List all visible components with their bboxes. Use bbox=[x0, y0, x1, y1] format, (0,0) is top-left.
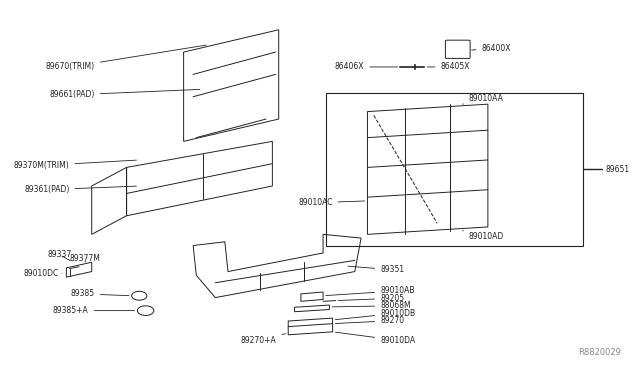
Text: 89361(PAD): 89361(PAD) bbox=[24, 185, 136, 194]
Text: 89010DB: 89010DB bbox=[335, 309, 415, 320]
Text: 89337: 89337 bbox=[47, 250, 72, 260]
Text: 89270+A: 89270+A bbox=[241, 334, 285, 345]
Text: 86405X: 86405X bbox=[428, 62, 470, 71]
Text: 89377M: 89377M bbox=[70, 254, 100, 263]
Text: R8820029: R8820029 bbox=[578, 348, 621, 357]
Text: 89010AC: 89010AC bbox=[298, 198, 365, 207]
Text: 89010DA: 89010DA bbox=[335, 332, 415, 345]
Text: 89010AD: 89010AD bbox=[463, 231, 504, 241]
Text: 89651: 89651 bbox=[605, 165, 629, 174]
Bar bbox=[326, 93, 583, 246]
Text: 89385+A: 89385+A bbox=[53, 306, 134, 315]
Text: 89205: 89205 bbox=[339, 294, 404, 303]
Text: 86406X: 86406X bbox=[335, 62, 397, 71]
Text: 89370M(TRIM): 89370M(TRIM) bbox=[14, 160, 136, 170]
Text: 89010AA: 89010AA bbox=[463, 94, 504, 104]
Text: 89270: 89270 bbox=[335, 316, 404, 325]
Text: 89670(TRIM): 89670(TRIM) bbox=[46, 45, 206, 71]
Text: 89661(PAD): 89661(PAD) bbox=[49, 89, 200, 99]
Text: 89385: 89385 bbox=[71, 289, 129, 298]
Text: 89351: 89351 bbox=[348, 265, 404, 274]
Text: 89010DC: 89010DC bbox=[24, 269, 62, 278]
Text: 86400X: 86400X bbox=[472, 44, 511, 53]
Text: 88068M: 88068M bbox=[332, 301, 411, 310]
Text: 89010AB: 89010AB bbox=[326, 286, 415, 296]
